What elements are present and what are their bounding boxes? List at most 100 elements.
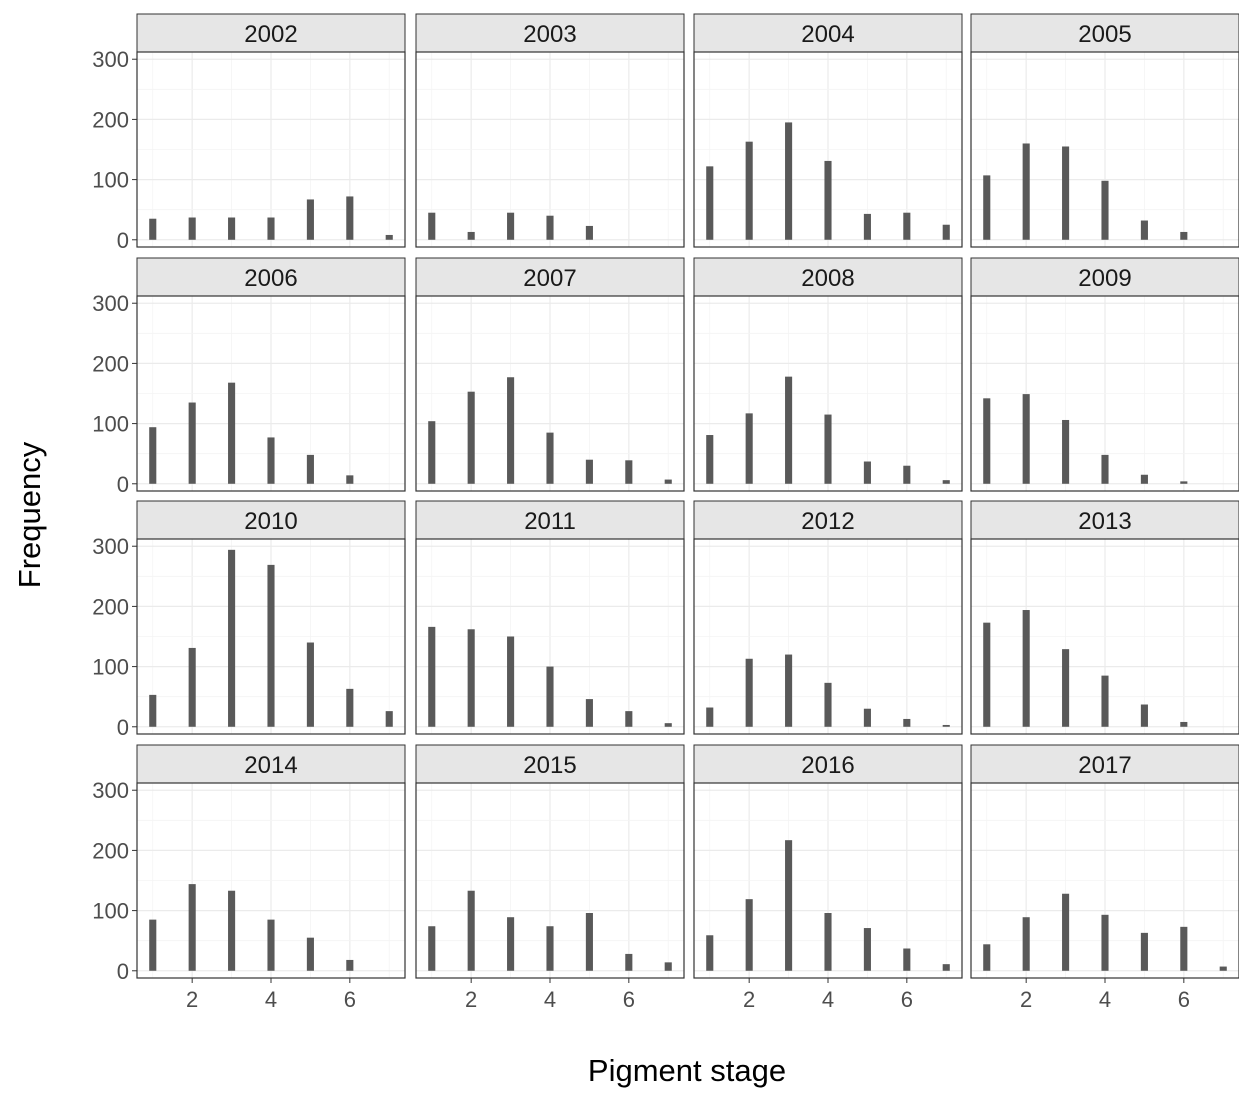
bar-2013-stage-4 (1101, 675, 1109, 727)
facet-panel-2008: 2008 (693, 257, 963, 492)
x-tick-label: 2 (1020, 987, 1032, 1012)
panel-border (136, 51, 406, 248)
bar-2002-stage-7 (385, 234, 393, 240)
panel-border (136, 538, 406, 735)
bar-2006-stage-1 (149, 427, 157, 484)
gridlines (971, 296, 1239, 491)
panel-border (415, 51, 685, 248)
bar-2011-stage-1 (428, 626, 436, 727)
bar-2008-stage-5 (863, 461, 871, 484)
facet-strip-label: 2004 (801, 21, 854, 48)
bar-2005-stage-3 (1062, 146, 1070, 240)
bar-2009-stage-2 (1022, 394, 1030, 484)
y-tick-label: 200 (92, 594, 129, 619)
bar-2008-stage-2 (745, 413, 753, 484)
bar-2005-stage-1 (983, 175, 991, 240)
panel-border (415, 538, 685, 735)
facet-strip (693, 257, 963, 297)
bar-2009-stage-4 (1101, 454, 1109, 484)
gridlines (137, 296, 405, 491)
bar-2011-stage-2 (467, 629, 475, 727)
bar-2010-stage-1 (149, 694, 157, 727)
x-tick-label: 6 (901, 987, 913, 1012)
facet-strip (693, 744, 963, 784)
bar-2012-stage-5 (863, 708, 871, 727)
facet-strip-label: 2008 (801, 265, 854, 292)
bar-2015-stage-3 (507, 917, 515, 971)
bar-2016-stage-4 (824, 913, 832, 971)
bar-2004-stage-6 (903, 212, 911, 240)
bar-2011-stage-4 (546, 666, 554, 727)
bar-2014-stage-1 (149, 919, 157, 971)
bar-2014-stage-2 (188, 884, 196, 971)
bar-2009-stage-1 (983, 398, 991, 484)
bar-2004-stage-5 (863, 213, 871, 240)
x-tick-label: 4 (1099, 987, 1111, 1012)
bar-2002-stage-3 (228, 217, 236, 240)
bar-2012-stage-1 (706, 707, 714, 727)
bar-2004-stage-2 (745, 141, 753, 240)
facet-panel-2007: 2007 (415, 257, 685, 492)
bar-2010-stage-4 (267, 564, 275, 727)
bar-2011-stage-5 (585, 699, 593, 727)
bar-2004-stage-3 (785, 122, 793, 240)
bar-2016-stage-5 (863, 928, 871, 971)
bar-2012-stage-3 (785, 654, 793, 727)
facet-strip-label: 2014 (244, 752, 297, 779)
bar-2007-stage-3 (507, 377, 515, 484)
bar-2005-stage-5 (1140, 220, 1148, 240)
bar-2015-stage-7 (664, 962, 672, 971)
bar-2017-stage-3 (1062, 893, 1070, 971)
facet-strip-label: 2006 (244, 265, 297, 292)
bar-2009-stage-6 (1180, 481, 1188, 484)
bar-2015-stage-6 (625, 953, 633, 971)
y-tick-label: 100 (92, 168, 129, 193)
x-tick-label: 2 (465, 987, 477, 1012)
bar-2012-stage-6 (903, 718, 911, 727)
panel-border (136, 295, 406, 492)
facet-strip-label: 2010 (244, 508, 297, 535)
bar-2002-stage-1 (149, 218, 157, 240)
bar-2002-stage-2 (188, 217, 196, 240)
x-tick-label: 6 (1178, 987, 1190, 1012)
bar-2003-stage-5 (585, 225, 593, 240)
bar-2012-stage-4 (824, 682, 832, 727)
bar-2008-stage-3 (785, 376, 793, 484)
bar-2009-stage-5 (1140, 474, 1148, 484)
facet-strip-label: 2003 (523, 21, 576, 48)
panel-border (970, 295, 1239, 492)
bar-2005-stage-6 (1180, 231, 1188, 240)
bar-2007-stage-4 (546, 432, 554, 484)
bar-2012-stage-2 (745, 658, 753, 727)
bar-2011-stage-7 (664, 723, 672, 727)
bar-2009-stage-3 (1062, 419, 1070, 484)
facet-panel-2012: 2012 (693, 500, 963, 735)
bar-2010-stage-7 (385, 711, 393, 727)
bar-2017-stage-7 (1219, 966, 1227, 971)
gridlines (694, 539, 962, 734)
facet-strip-label: 2015 (523, 752, 576, 779)
facet-strip (970, 13, 1239, 53)
bar-2003-stage-3 (507, 212, 515, 240)
bar-2006-stage-5 (306, 454, 314, 484)
bar-2008-stage-6 (903, 465, 911, 484)
facet-strip-label: 2005 (1078, 21, 1131, 48)
facet-panel-2015: 2015 (415, 744, 685, 979)
facet-strip (136, 13, 406, 53)
bar-2012-stage-7 (942, 724, 950, 727)
bar-2006-stage-4 (267, 437, 275, 484)
bar-2008-stage-1 (706, 435, 714, 484)
y-axis-title: Frequency (12, 441, 47, 588)
facet-strip-label: 2011 (524, 508, 576, 535)
y-tick-label: 200 (92, 351, 129, 376)
facet-strip (970, 500, 1239, 540)
facet-strip-label: 2016 (801, 752, 854, 779)
panel-border (415, 295, 685, 492)
y-tick-label: 100 (92, 655, 129, 680)
facet-panel-2010: 2010 (136, 500, 406, 735)
bar-2006-stage-2 (188, 402, 196, 484)
facet-panel-2002: 2002 (136, 13, 406, 248)
bar-2016-stage-3 (785, 840, 793, 971)
facet-strip (415, 257, 685, 297)
